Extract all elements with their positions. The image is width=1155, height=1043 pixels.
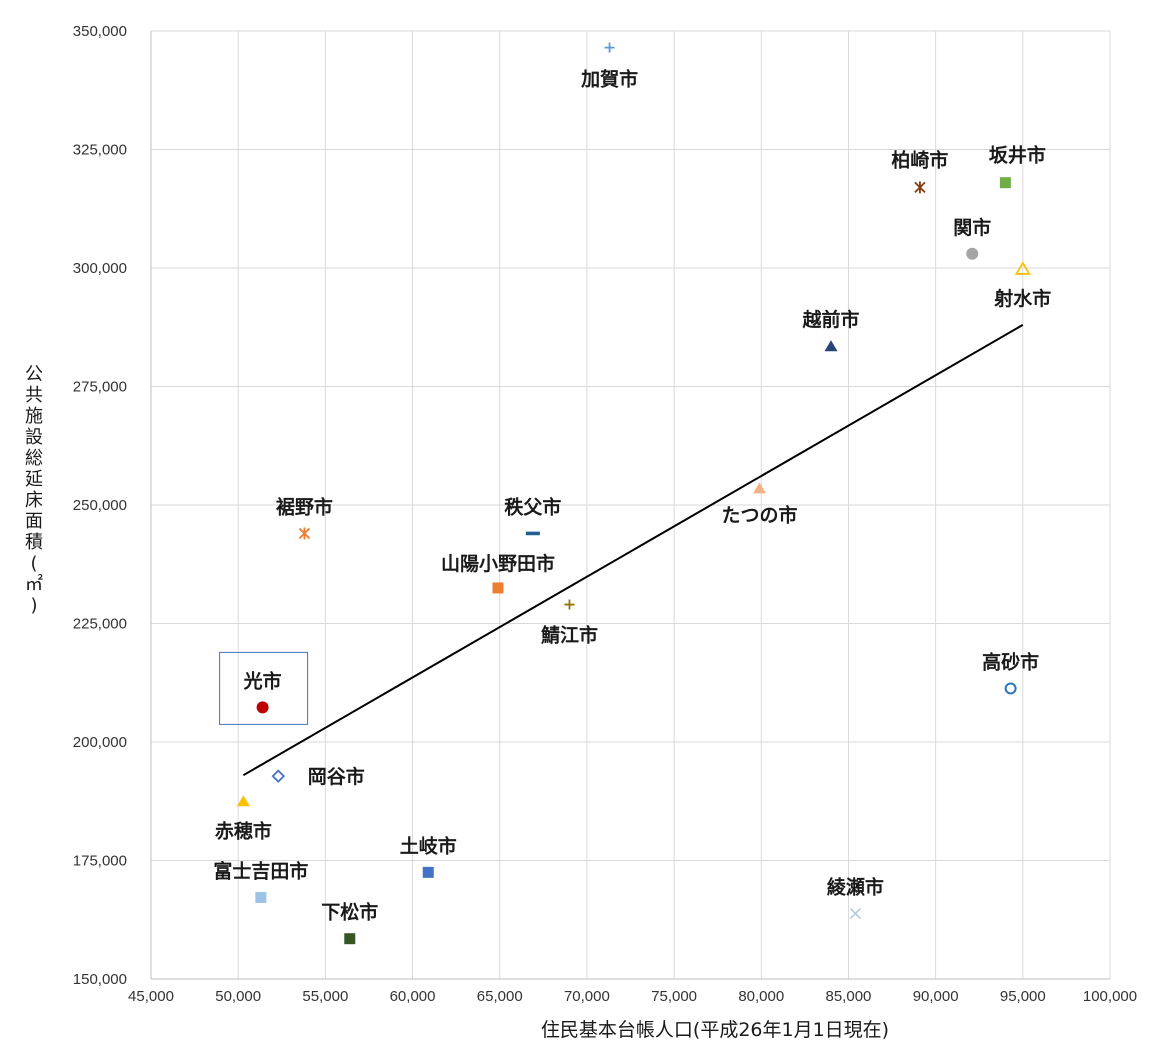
point-label: 関市 [953, 216, 991, 239]
point-marker [271, 769, 286, 783]
point-marker [422, 866, 434, 878]
point-下松市: 下松市 [321, 901, 378, 945]
y-tick-label: 175,000 [73, 853, 127, 870]
x-tick-label: 80,000 [738, 988, 784, 1005]
point-marker [849, 908, 861, 920]
trendline-layer [242, 324, 1024, 777]
point-label: 鯖江市 [540, 624, 598, 647]
point-label: 坂井市 [989, 144, 1046, 167]
point-marker [914, 181, 926, 194]
point-高砂市: 高砂市 [982, 650, 1039, 695]
point-坂井市: 坂井市 [989, 144, 1046, 189]
x-tick-label: 60,000 [390, 988, 436, 1005]
x-tick-label: 55,000 [302, 988, 348, 1005]
point-光市: 光市 [219, 651, 309, 725]
point-label: 光市 [243, 669, 282, 692]
y-tick-label: 225,000 [73, 616, 127, 633]
x-tick-label: 85,000 [826, 988, 872, 1005]
point-marker [236, 795, 250, 807]
x-tick-label: 50,000 [215, 988, 261, 1005]
gridlines [150, 30, 1111, 980]
point-label: 綾瀬市 [827, 876, 884, 899]
x-axis-label: 住民基本台帳人口(平成26年1月1日現在) [541, 1019, 889, 1041]
y-tick-label: 325,000 [73, 142, 127, 159]
point-marker [525, 531, 540, 536]
point-marker [966, 247, 979, 260]
y-tick-label: 250,000 [73, 497, 127, 514]
point-たつの市: たつの市 [722, 482, 798, 526]
y-tick-label: 150,000 [73, 971, 127, 988]
point-marker [1014, 261, 1031, 275]
point-加賀市: 加賀市 [580, 42, 638, 91]
point-富士吉田市: 富士吉田市 [213, 859, 308, 903]
point-marker [999, 177, 1011, 189]
point-label: 射水市 [993, 287, 1051, 310]
point-綾瀬市: 綾瀬市 [827, 876, 884, 920]
point-鯖江市: 鯖江市 [540, 599, 598, 647]
point-赤穂市: 赤穂市 [215, 795, 272, 842]
point-label: 高砂市 [982, 650, 1039, 673]
point-label: 秩父市 [504, 495, 561, 518]
point-marker [298, 527, 311, 540]
trendline [242, 324, 1024, 777]
point-marker [824, 340, 838, 352]
point-label: 山陽小野田市 [441, 552, 555, 575]
point-label: 赤穂市 [215, 819, 272, 842]
point-marker [1004, 682, 1017, 695]
point-marker [255, 891, 267, 903]
point-marker [256, 701, 269, 714]
point-label: 岡谷市 [308, 765, 365, 788]
point-label: 富士吉田市 [213, 859, 308, 882]
x-tick-label: 90,000 [913, 988, 959, 1005]
highlight-box [219, 651, 309, 725]
point-label: たつの市 [722, 503, 798, 526]
point-射水市: 射水市 [993, 261, 1051, 310]
point-marker [344, 933, 356, 945]
point-山陽小野田市: 山陽小野田市 [441, 552, 555, 594]
point-岡谷市: 岡谷市 [271, 765, 365, 788]
point-関市: 関市 [953, 216, 991, 260]
point-label: 加賀市 [580, 68, 638, 91]
tick-labels: 45,000 50,000 55,000 60,000 65,000 70,000 75,0… [73, 23, 1137, 1005]
point-label: 土岐市 [400, 834, 457, 857]
point-marker [604, 42, 615, 53]
point-marker [753, 482, 767, 494]
point-越前市: 越前市 [802, 308, 860, 352]
x-tick-label: 70,000 [564, 988, 610, 1005]
point-裾野市: 裾野市 [276, 495, 333, 540]
y-tick-label: 350,000 [73, 23, 127, 40]
point-label: 柏崎市 [891, 148, 948, 171]
x-tick-label: 100,000 [1083, 988, 1137, 1005]
point-label: 越前市 [802, 308, 860, 331]
x-tick-label: 45,000 [128, 988, 174, 1005]
point-柏崎市: 柏崎市 [891, 148, 948, 194]
y-tick-label: 300,000 [73, 260, 127, 277]
x-tick-label: 95,000 [1000, 988, 1046, 1005]
point-label: 下松市 [321, 901, 378, 924]
y-axis-label: 公共施設総延床面積(㎡) [25, 364, 43, 616]
x-tick-label: 65,000 [477, 988, 523, 1005]
x-tick-label: 75,000 [651, 988, 697, 1005]
point-土岐市: 土岐市 [400, 834, 457, 878]
point-marker [492, 582, 504, 594]
y-tick-label: 200,000 [73, 734, 127, 751]
point-label: 裾野市 [276, 495, 333, 518]
y-tick-label: 275,000 [73, 379, 127, 396]
point-秩父市: 秩父市 [504, 495, 561, 536]
point-marker [564, 599, 575, 610]
